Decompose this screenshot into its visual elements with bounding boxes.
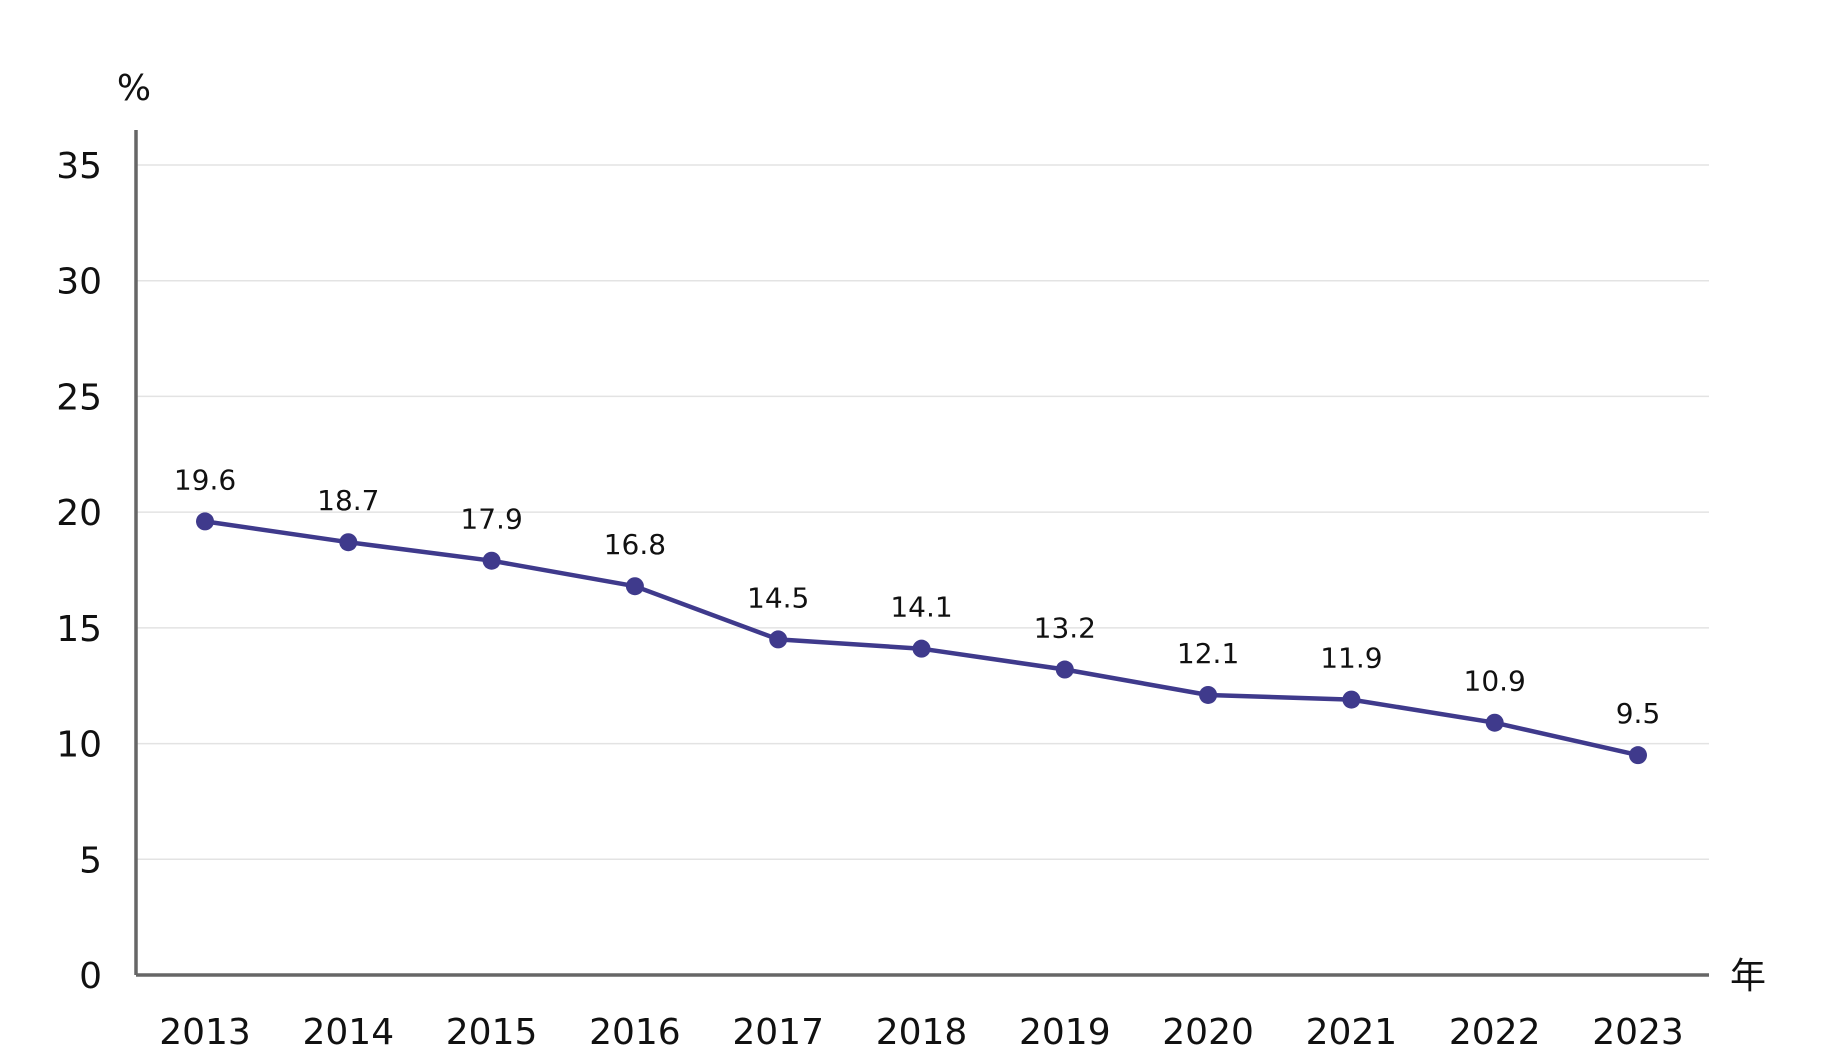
x-tick-label: 2017	[732, 1012, 824, 1048]
grid-lines	[136, 164, 1709, 861]
data-point	[196, 512, 214, 531]
data-point	[1485, 713, 1504, 732]
data-point	[1342, 690, 1361, 709]
data-label: 9.5	[1616, 697, 1661, 730]
x-tick-label: 2018	[876, 1012, 968, 1048]
x-axis-ticks: 2013 2014 2015 2016 2017 2018 2019 2020 2021 2022…	[159, 1012, 1684, 1048]
x-tick-label: 2021	[1306, 1012, 1398, 1048]
data-points	[196, 512, 1647, 765]
data-point	[1629, 746, 1647, 765]
y-tick-label: 0	[79, 956, 102, 997]
data-label: 18.7	[317, 484, 379, 517]
y-tick-label: 35	[56, 146, 102, 187]
data-label: 19.6	[174, 463, 236, 496]
x-tick-label: 2016	[589, 1012, 681, 1048]
data-point	[769, 630, 788, 649]
data-label: 14.5	[747, 581, 809, 614]
y-axis-unit-label: %	[117, 68, 151, 109]
x-tick-label: 2020	[1162, 1012, 1254, 1048]
y-tick-label: 5	[79, 840, 102, 881]
x-tick-label: 2023	[1592, 1012, 1684, 1048]
x-tick-label: 2015	[446, 1012, 538, 1048]
data-label: 12.1	[1177, 637, 1239, 670]
data-label: 11.9	[1320, 642, 1382, 675]
data-labels: 19.6 18.7 17.9 16.8 14.5 14.1 13.2 12.1 11.9 10.9…	[174, 463, 1660, 730]
data-point	[339, 533, 358, 552]
y-axis-ticks: 0 5 10 15 20 25 30 35	[56, 146, 102, 997]
data-label: 14.1	[890, 591, 952, 624]
data-label: 13.2	[1034, 612, 1096, 645]
x-tick-label: 2019	[1019, 1012, 1111, 1048]
series-line	[204, 519, 1639, 758]
y-tick-label: 10	[56, 725, 102, 766]
y-tick-label: 20	[56, 493, 102, 534]
x-tick-label: 2013	[159, 1012, 251, 1048]
data-point	[1055, 660, 1074, 679]
data-point	[912, 639, 931, 658]
y-tick-label: 25	[56, 377, 102, 418]
y-tick-label: 15	[56, 609, 102, 650]
y-tick-label: 30	[56, 262, 102, 303]
data-label: 16.8	[604, 528, 666, 561]
x-tick-label: 2022	[1449, 1012, 1541, 1048]
data-point	[482, 551, 501, 570]
data-point	[625, 577, 644, 596]
x-axis-unit-label: 年	[1730, 956, 1766, 997]
x-tick-label: 2014	[302, 1012, 394, 1048]
data-point	[1199, 685, 1218, 704]
data-label: 17.9	[460, 503, 522, 536]
data-label: 10.9	[1464, 665, 1526, 698]
